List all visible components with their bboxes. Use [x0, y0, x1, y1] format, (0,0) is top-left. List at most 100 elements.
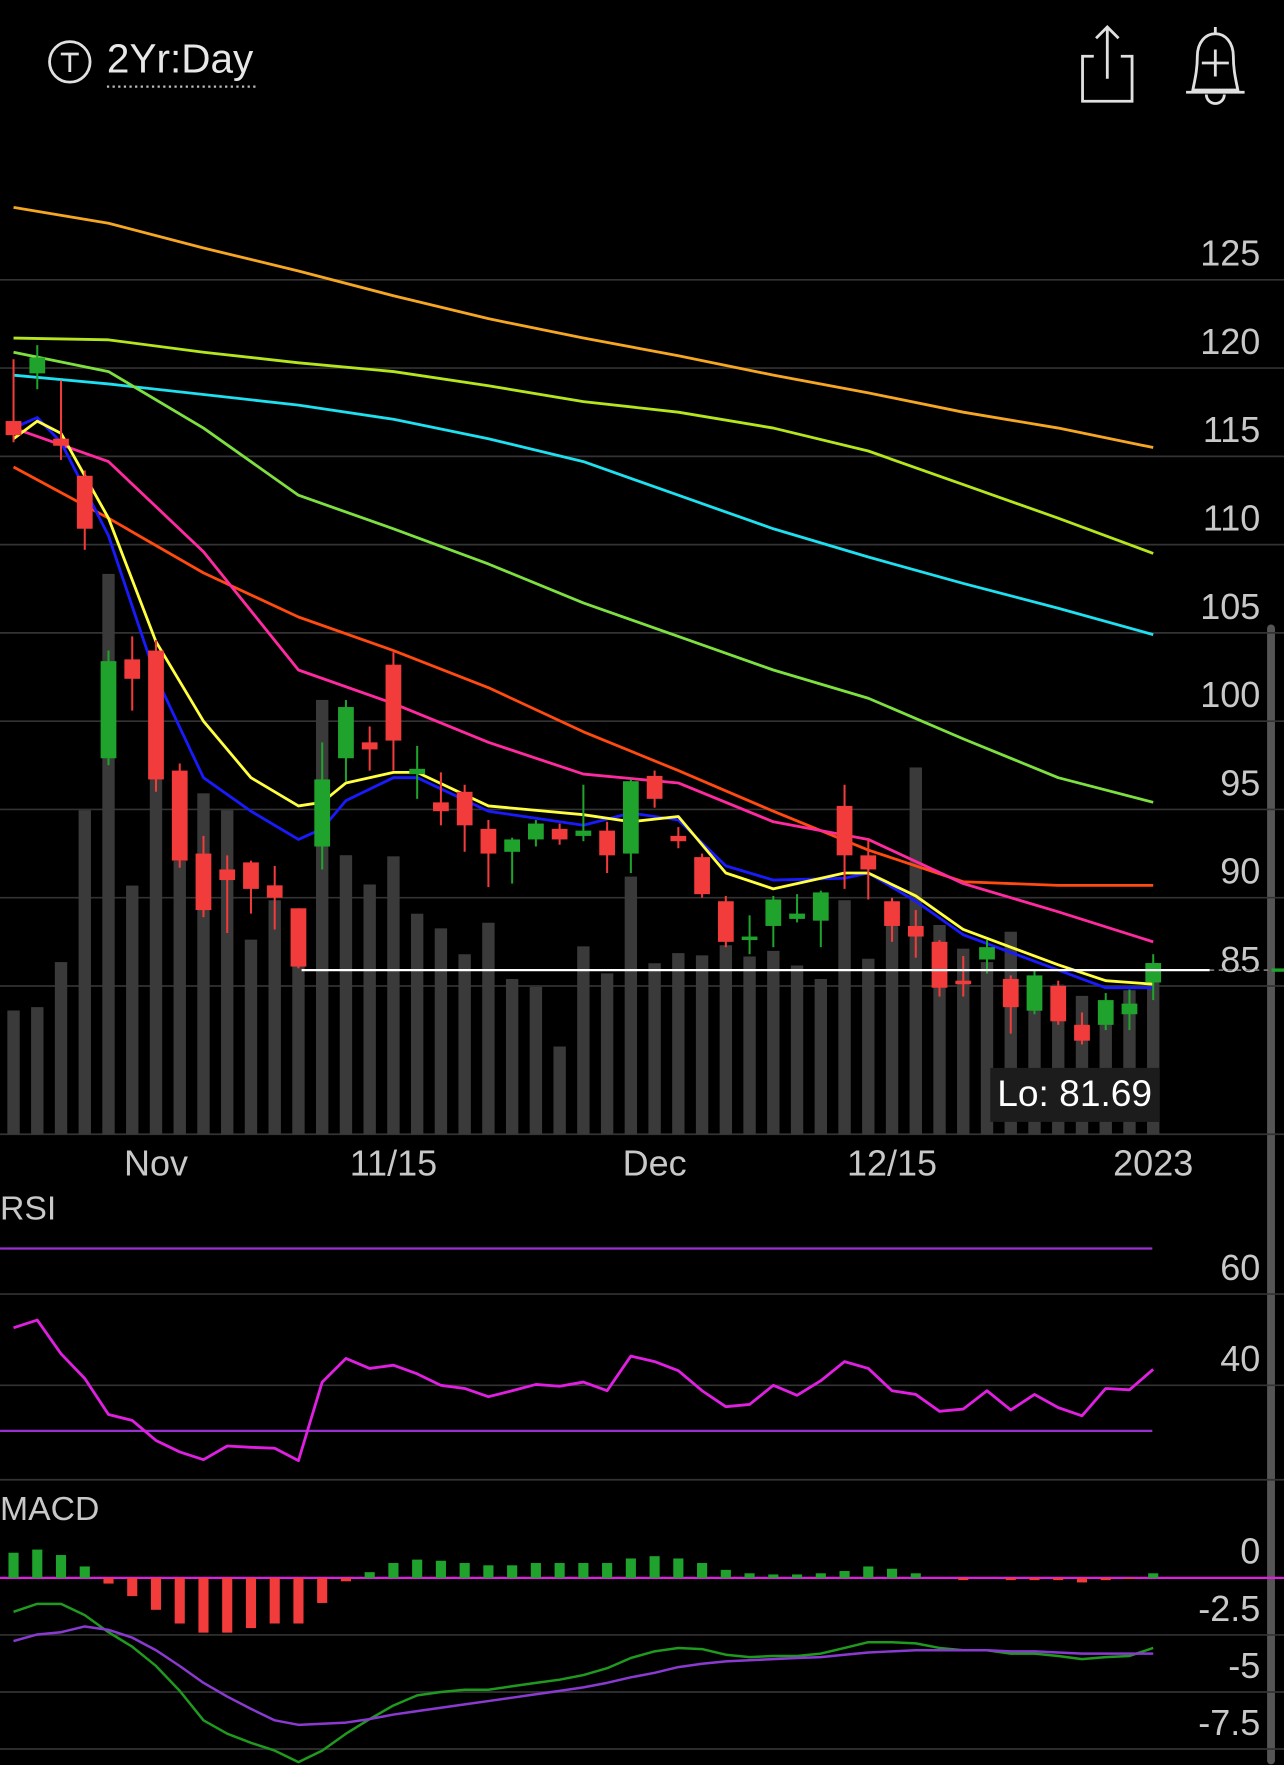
histogram-bar — [150, 1577, 162, 1610]
low-label-bg — [990, 1067, 1160, 1122]
candle-body — [243, 862, 259, 889]
candle-body — [385, 664, 402, 741]
moving-average — [13, 426, 1154, 944]
histogram-bar — [744, 1573, 755, 1578]
candle-body — [1026, 975, 1043, 1011]
histogram-bar — [863, 1566, 874, 1578]
histogram-bar — [697, 1563, 708, 1578]
histogram-bar — [245, 1577, 257, 1629]
histogram-bar — [435, 1560, 446, 1578]
histogram-bar — [530, 1563, 541, 1578]
candle-body — [836, 805, 853, 856]
histogram-bar — [791, 1574, 803, 1578]
volume-bar — [482, 922, 495, 1135]
histogram-bar — [1053, 1577, 1064, 1581]
histogram-bar — [720, 1569, 731, 1578]
histogram-bar — [768, 1574, 779, 1578]
y-tick-label: -2.5 — [1198, 1588, 1260, 1629]
histogram-bar — [958, 1577, 969, 1581]
volume-bar — [339, 855, 353, 1135]
histogram-bar — [388, 1563, 399, 1578]
y-tick-label: 125 — [1200, 233, 1260, 274]
alert-button[interactable] — [1186, 27, 1245, 105]
volume-bar — [387, 856, 400, 1135]
histogram-bar — [269, 1577, 280, 1624]
x-tick-label: Dec — [623, 1142, 687, 1183]
histogram-bar — [293, 1577, 304, 1624]
volume-bar — [838, 900, 851, 1135]
histogram-bar — [625, 1558, 636, 1578]
candle-body — [456, 791, 473, 826]
candle-body — [907, 925, 924, 937]
x-tick-label: 12/15 — [847, 1142, 937, 1183]
histogram-bar — [673, 1558, 684, 1578]
histogram-bar — [340, 1577, 352, 1582]
candle-body — [219, 869, 236, 881]
moving-average — [12, 465, 1154, 887]
histogram-bar — [839, 1571, 850, 1578]
moving-average — [12, 419, 1154, 986]
volume-bar — [505, 978, 519, 1135]
histogram-bar — [910, 1573, 921, 1578]
symbol-icon[interactable] — [48, 40, 92, 84]
histogram-bar — [649, 1556, 660, 1578]
y-tick-label: 90 — [1220, 851, 1260, 892]
candle-body — [409, 768, 426, 775]
volume-bar — [790, 965, 804, 1135]
candle-body — [931, 941, 948, 988]
histogram-bar — [174, 1577, 185, 1624]
candle-body — [1121, 1003, 1138, 1015]
share-box — [1081, 54, 1134, 103]
candle-body — [884, 901, 900, 926]
volume-bar — [78, 810, 91, 1135]
candle-body — [1097, 1000, 1114, 1025]
y-tick-label: 40 — [1220, 1338, 1260, 1379]
histogram-bar — [507, 1565, 518, 1578]
timeframe[interactable]: 2Yr:Day — [107, 36, 254, 82]
volume-bar — [363, 884, 376, 1135]
moving-average — [13, 350, 1154, 804]
candle-body — [338, 707, 354, 759]
histogram-bar — [32, 1549, 43, 1578]
volume-bar — [648, 963, 661, 1135]
candle-body — [290, 908, 307, 967]
y-tick-label: 100 — [1200, 674, 1260, 715]
volume-bar — [600, 973, 614, 1135]
bell — [1186, 27, 1245, 105]
bell-plus — [1201, 49, 1229, 77]
volume-bar — [7, 1010, 20, 1135]
histogram-bar — [412, 1559, 423, 1578]
y-tick-label: 60 — [1220, 1247, 1260, 1288]
candle-body — [860, 855, 877, 870]
scrollbar[interactable] — [1267, 624, 1275, 1765]
candle-body — [504, 839, 521, 852]
candle-body — [670, 835, 687, 842]
histogram-bar — [1148, 1573, 1159, 1578]
histogram-bar — [55, 1555, 67, 1578]
rsi-line — [13, 1318, 1155, 1463]
candle-body — [551, 828, 568, 840]
share-button[interactable] — [1081, 25, 1134, 103]
symbol-circle — [48, 40, 92, 84]
y-tick-label: 95 — [1220, 762, 1260, 803]
candle-body — [148, 650, 164, 780]
histogram-bar — [554, 1563, 565, 1578]
y-tick-label: -5 — [1228, 1645, 1260, 1686]
y-tick-label: 0 — [1240, 1531, 1260, 1572]
candle-body — [195, 853, 212, 911]
volume-bar — [173, 860, 186, 1135]
macd-line — [13, 1625, 1154, 1727]
share-arrow — [1095, 25, 1120, 79]
histogram-bar — [602, 1563, 613, 1578]
volume-bar — [54, 962, 68, 1135]
histogram-bar — [222, 1577, 233, 1633]
candle-body — [361, 742, 378, 750]
histogram-bar — [1005, 1577, 1016, 1581]
moving-average — [13, 336, 1154, 555]
volume-bar — [553, 1046, 566, 1135]
candle-body — [1145, 963, 1162, 983]
histogram-bar — [815, 1573, 826, 1578]
volume-bar — [957, 948, 970, 1135]
